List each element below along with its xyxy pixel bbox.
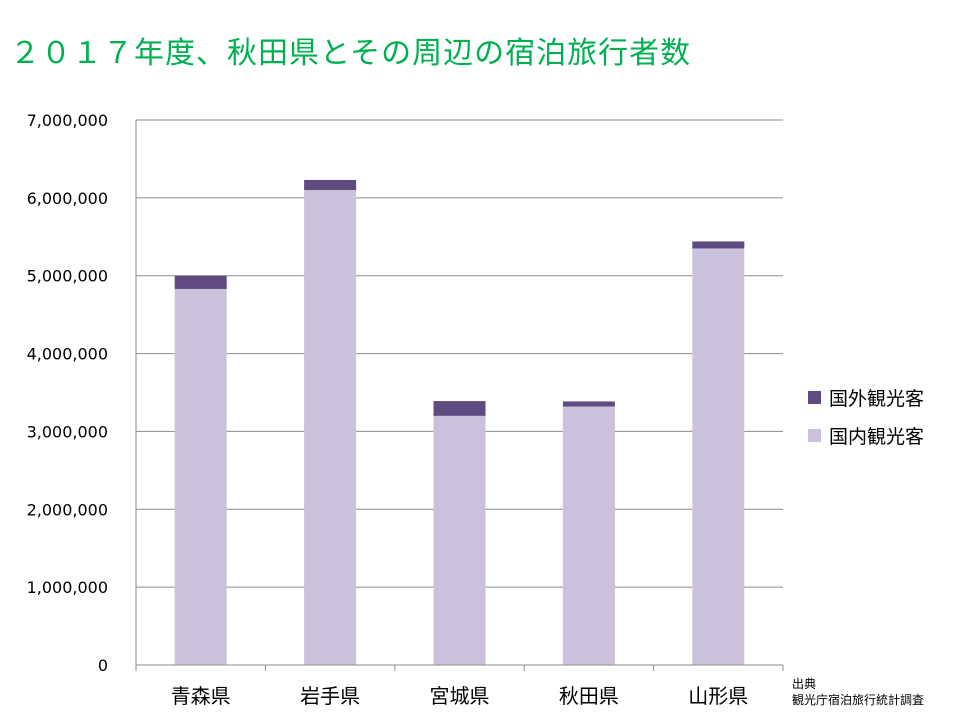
legend-label-domestic: 国内観光客 bbox=[829, 425, 925, 448]
legend-swatch-domestic bbox=[808, 428, 821, 442]
y-tick-label: 0 bbox=[98, 656, 108, 675]
bar-domestic bbox=[304, 190, 357, 666]
source-note: 出典 観光庁宿泊旅行統計調査 bbox=[792, 676, 924, 708]
legend-swatch-foreign bbox=[808, 390, 821, 404]
tick-labels: 0 1,000,000 2,000,000 3,000,000 4,000,000 5,0… bbox=[27, 111, 749, 708]
bar-domestic bbox=[562, 406, 615, 665]
bar-foreign bbox=[692, 241, 745, 249]
y-tick-label: 2,000,000 bbox=[27, 500, 108, 519]
legend-item-foreign: 国外観光客 bbox=[808, 378, 924, 416]
x-tick-label: 宮城県 bbox=[430, 684, 490, 708]
y-tick-label: 4,000,000 bbox=[27, 345, 108, 364]
y-tick-label: 6,000,000 bbox=[27, 189, 108, 208]
axes bbox=[135, 120, 784, 671]
source-label: 出典 bbox=[792, 677, 817, 691]
bars bbox=[174, 179, 745, 666]
bar-foreign bbox=[562, 401, 615, 407]
source-text: 観光庁宿泊旅行統計調査 bbox=[792, 693, 925, 707]
bar-foreign bbox=[433, 401, 486, 416]
x-tick-label: 岩手県 bbox=[300, 684, 360, 708]
bar-foreign bbox=[304, 179, 357, 191]
bar-domestic bbox=[692, 248, 745, 665]
chart-title: ２０１７年度、秋田県とその周辺の宿泊旅行者数 bbox=[10, 36, 692, 71]
y-tick-label: 3,000,000 bbox=[27, 422, 108, 441]
legend-label-foreign: 国外観光客 bbox=[829, 387, 925, 410]
x-tick-label: 山形県 bbox=[688, 684, 748, 708]
y-tick-label: 5,000,000 bbox=[27, 267, 108, 286]
legend: 国外観光客 国内観光客 bbox=[808, 378, 924, 454]
legend-item-domestic: 国内観光客 bbox=[808, 416, 924, 454]
x-tick-label: 秋田県 bbox=[559, 684, 619, 708]
y-tick-label: 1,000,000 bbox=[27, 578, 108, 597]
bar-foreign bbox=[174, 275, 227, 289]
bar-domestic bbox=[433, 415, 486, 665]
bar-domestic bbox=[174, 288, 227, 665]
x-tick-label: 青森県 bbox=[171, 684, 231, 708]
y-tick-label: 7,000,000 bbox=[27, 111, 108, 130]
